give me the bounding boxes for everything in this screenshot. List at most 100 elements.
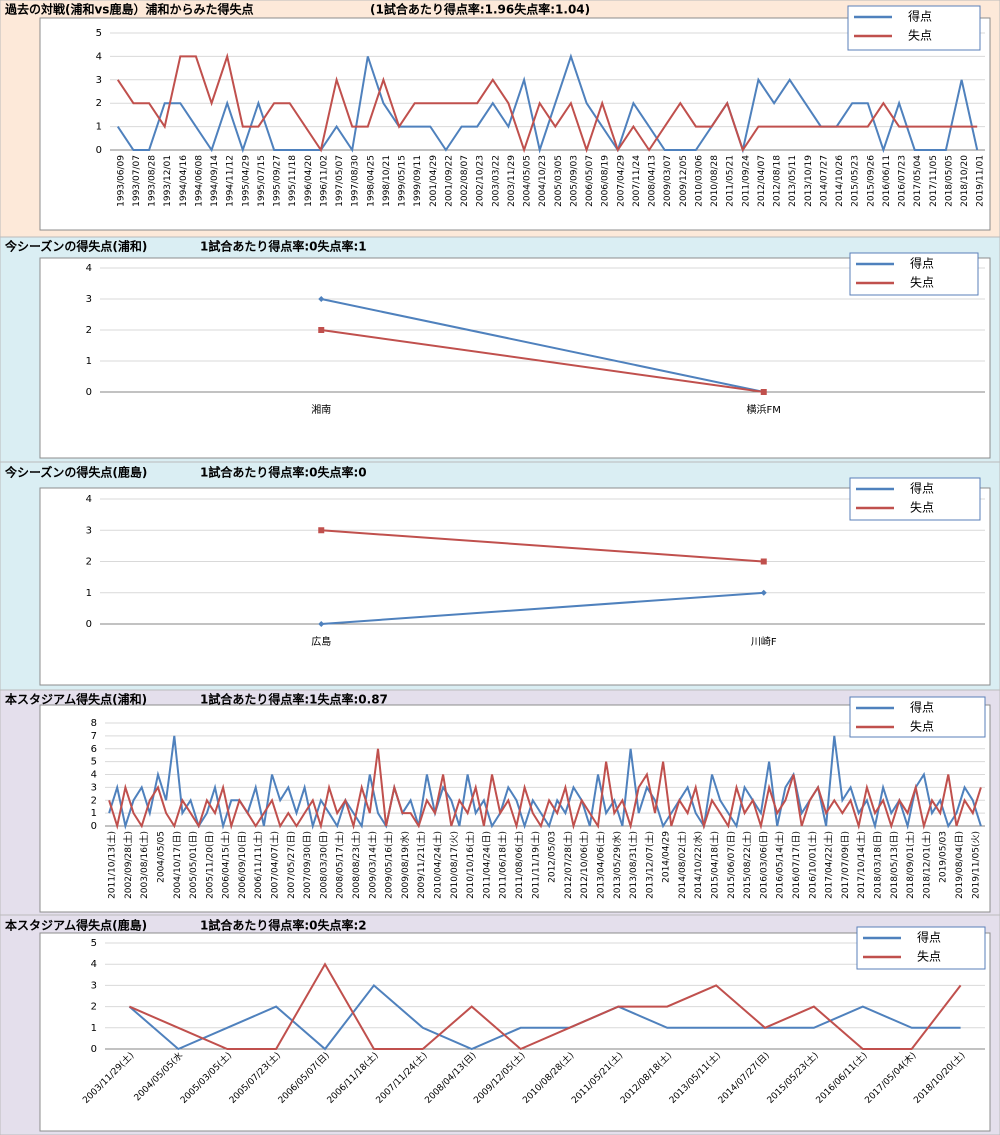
x-tick-label: 2015/04/18(土) [709, 831, 721, 899]
legend-label: 失点 [908, 28, 932, 43]
y-tick-label: 1 [91, 808, 97, 819]
x-tick-label: 2013/05/29(水) [611, 831, 623, 899]
x-tick-label: 2006/08/19 [601, 155, 611, 207]
x-tick-label: 1994/06/08 [194, 155, 204, 207]
marker [760, 389, 767, 395]
series-line [321, 298, 765, 393]
x-tick-label: 2011/10/13(土) [106, 831, 118, 899]
legend-label: 失点 [910, 275, 934, 290]
legend-label: 得点 [910, 700, 934, 715]
y-tick-label: 2 [96, 98, 102, 109]
x-tick-label: 2006/04/15(土) [220, 831, 232, 899]
marker [760, 589, 767, 596]
x-tick-label: 2017/10/14(土) [855, 831, 867, 899]
x-tick-label: 1994/11/12 [226, 155, 236, 207]
y-tick-label: 0 [91, 821, 97, 832]
x-tick-label: 2014/10/26 [835, 155, 845, 207]
x-tick-label: 1995/09/27 [273, 155, 283, 207]
series-line [116, 52, 978, 154]
legend-box [849, 252, 979, 296]
y-tick-label: 1 [86, 356, 92, 367]
x-tick-label: 2005/11/20(日) [204, 831, 215, 899]
x-tick-label: 2016/07/23 [898, 155, 908, 207]
x-tick-label: 2011/11/19(土) [529, 831, 541, 899]
x-tick-label: 2009/05/16(土) [383, 831, 395, 899]
y-tick-label: 3 [91, 980, 97, 991]
y-tick-label: 1 [86, 588, 92, 599]
x-tick-label: 2018/09/01(土) [904, 831, 916, 899]
x-tick-label: 2008/05/17(土) [334, 831, 346, 899]
marker [318, 527, 325, 534]
x-tick-label: 2018/12/01(土) [920, 831, 932, 899]
x-tick-label: 2016/05/14(土) [774, 831, 786, 899]
series-line [108, 748, 982, 830]
x-tick-label: 2019/11/01 [976, 155, 986, 207]
x-tick-label: 2012/08/18 [773, 155, 783, 207]
x-tick-label: 2003/03/22 [491, 155, 501, 207]
x-tick-label: 2009/11/21(土) [415, 831, 427, 899]
x-tick-label: 1994/09/14 [210, 155, 220, 207]
x-tick-label: 2019/11/05(火) [970, 831, 981, 899]
x-tick-label: 2012/10/06(土) [578, 831, 590, 899]
chart-subtitle: 1試合あたり得点率:0失点率:2 [200, 918, 367, 933]
y-tick-label: 3 [86, 294, 92, 305]
y-tick-label: 0 [86, 619, 92, 630]
legend-box [849, 696, 986, 738]
y-tick-label: 3 [96, 75, 102, 86]
x-tick-label: 2018/05/13(日) [889, 831, 900, 899]
marker [318, 327, 325, 333]
x-tick-label: 2009/08/19(水) [399, 831, 411, 899]
y-tick-label: 0 [96, 145, 102, 156]
series-line [321, 591, 764, 625]
x-tick-label: 2006/09/10(日) [237, 831, 248, 899]
x-tick-label: 2007/11/24 [632, 155, 642, 207]
legend-label: 得点 [910, 256, 934, 271]
x-tick-label: 2002/09/28(土) [122, 831, 134, 899]
x-tick-label: 2019/08/04(日) [954, 831, 965, 899]
x-tick-label: 2016/07/17(日) [791, 831, 802, 899]
x-tick-label: 2007/09/30(日) [302, 831, 313, 899]
x-tick-label: 2015/08/22(土) [741, 831, 753, 899]
x-tick-label: 1998/04/25 [366, 155, 376, 207]
legend-label: 失点 [910, 719, 934, 734]
chart-area [39, 487, 991, 686]
x-tick-label: 2014/04/29 [662, 831, 672, 883]
y-tick-label: 3 [91, 782, 97, 793]
x-tick-label: 2005/05/01(日) [188, 831, 199, 899]
x-tick-label: 2017/07/09(日) [840, 831, 851, 899]
y-tick-label: 2 [91, 795, 97, 806]
x-tick-label: 1993/12/01 [163, 155, 173, 207]
x-tick-label: 2004/05/05 [156, 831, 166, 883]
x-tick-label: 1995/11/18 [288, 155, 298, 207]
y-tick-label: 4 [91, 770, 97, 781]
x-tick-label: 2016/06/11 [882, 155, 892, 207]
x-tick-label: 2017/04/22(土) [823, 831, 835, 899]
y-tick-label: 2 [91, 1002, 97, 1013]
x-tick-label: 2008/04/13 [648, 155, 658, 207]
chart-title: 本スタジアム得失点(浦和) [5, 692, 147, 707]
x-tick-label: 2003/11/29 [507, 155, 517, 207]
x-tick-label: 1997/05/07 [335, 155, 345, 207]
marker [318, 296, 325, 302]
x-tick-label: 1993/07/07 [132, 155, 142, 207]
series-line [108, 735, 982, 830]
chart-area [39, 704, 991, 913]
legend-label: 失点 [910, 500, 934, 515]
x-tick-label: 2018/05/05 [944, 155, 954, 207]
marker [760, 558, 767, 565]
y-tick-label: 6 [91, 744, 97, 755]
x-tick-label: 1997/08/30 [351, 155, 361, 207]
x-tick-label: 2002/08/07 [460, 155, 470, 207]
y-tick-label: 3 [86, 525, 92, 536]
x-tick-label: 2013/12/07(土) [643, 831, 655, 899]
legend-box [856, 926, 986, 970]
series-line [321, 329, 764, 393]
x-tick-label: 2011/05/21 [726, 155, 736, 207]
series-line [128, 983, 961, 1051]
x-tick-label: 川崎F [751, 635, 777, 648]
y-tick-label: 4 [91, 959, 97, 970]
y-tick-label: 1 [91, 1023, 97, 1034]
x-tick-label: 1996/11/02 [319, 155, 329, 207]
y-tick-label: 1 [96, 122, 102, 133]
